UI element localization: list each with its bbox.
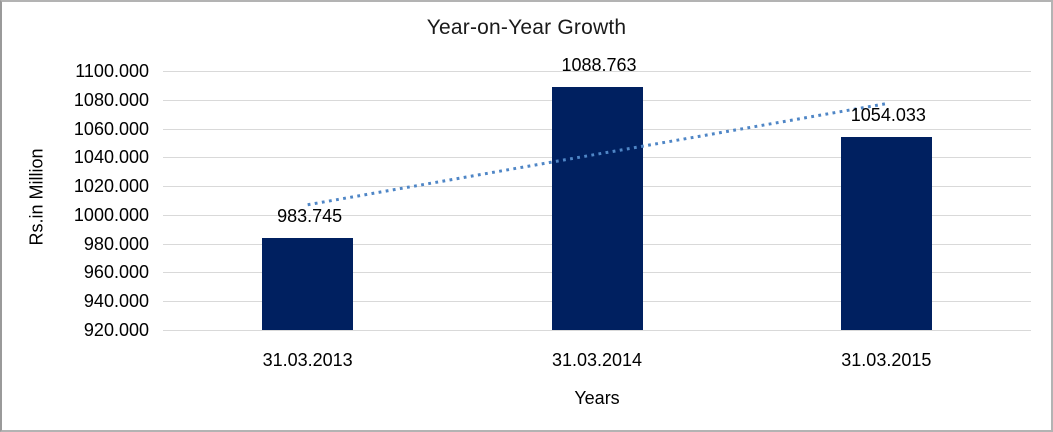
y-axis-tick-label: 1080.000 — [73, 89, 149, 110]
y-axis-tick-label: 920.000 — [83, 320, 149, 340]
trendline-segment — [307, 102, 887, 207]
x-axis-title: Years — [574, 388, 620, 408]
x-axis-tick-label: 31.03.2014 — [551, 350, 643, 370]
h-gridline — [163, 71, 1031, 72]
chart-title: Year-on-Year Growth — [426, 16, 627, 39]
bar-31.03.2013 — [262, 238, 354, 330]
x-axis-tick-label: 31.03.2013 — [262, 350, 353, 370]
data-label: 983.745 — [277, 206, 343, 227]
data-label: 1088.763 — [561, 55, 637, 76]
x-axis-tick-label: 31.03.2015 — [841, 350, 932, 370]
data-label: 1054.033 — [850, 105, 926, 126]
y-axis-tick-label: 1040.000 — [73, 147, 149, 168]
y-axis-tick-label: 1000.000 — [73, 204, 149, 225]
y-axis-tick-label: 980.000 — [83, 233, 149, 254]
bar-31.03.2014 — [551, 87, 643, 330]
bar-31.03.2015 — [840, 137, 932, 330]
h-gridline — [163, 330, 1031, 331]
y-axis-tick-label: 1060.000 — [73, 118, 149, 139]
y-axis-tick-label: 960.000 — [83, 262, 149, 283]
y-axis-tick-label: 1100.000 — [75, 61, 149, 81]
y-axis-tick-label: 1020.000 — [73, 176, 149, 197]
y-axis-tick-label: 940.000 — [83, 291, 149, 312]
